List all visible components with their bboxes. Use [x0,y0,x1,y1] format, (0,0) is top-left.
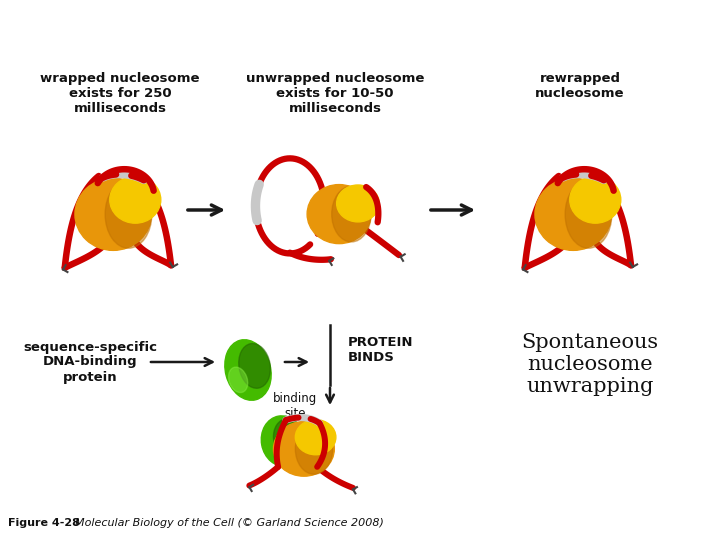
Ellipse shape [337,185,379,222]
Ellipse shape [295,423,333,474]
Ellipse shape [228,367,248,393]
Ellipse shape [261,416,305,467]
Ellipse shape [332,186,371,242]
Text: wrapped nucleosome
exists for 250
milliseconds: wrapped nucleosome exists for 250 millis… [40,72,199,115]
Ellipse shape [225,340,271,400]
Ellipse shape [570,177,621,223]
Ellipse shape [307,185,371,244]
Ellipse shape [274,422,334,476]
Ellipse shape [295,420,336,455]
Ellipse shape [105,180,152,248]
Text: Molecular Biology of the Cell (© Garland Science 2008): Molecular Biology of the Cell (© Garland… [68,518,384,528]
Ellipse shape [274,418,303,456]
Text: binding
site: binding site [273,392,317,420]
Ellipse shape [110,177,161,223]
Ellipse shape [75,178,151,251]
Ellipse shape [535,178,611,251]
Text: rewrapped
nucleosome: rewrapped nucleosome [535,72,625,100]
Text: PROTEIN
BINDS: PROTEIN BINDS [348,336,413,364]
Text: Spontaneous
nucleosome
unwrapping: Spontaneous nucleosome unwrapping [521,334,659,396]
Ellipse shape [239,343,271,388]
Ellipse shape [565,180,612,248]
Text: unwrapped nucleosome
exists for 10-50
milliseconds: unwrapped nucleosome exists for 10-50 mi… [246,72,424,115]
Text: sequence-specific
DNA-binding
protein: sequence-specific DNA-binding protein [23,341,157,383]
Text: Figure 4-28: Figure 4-28 [8,518,80,528]
